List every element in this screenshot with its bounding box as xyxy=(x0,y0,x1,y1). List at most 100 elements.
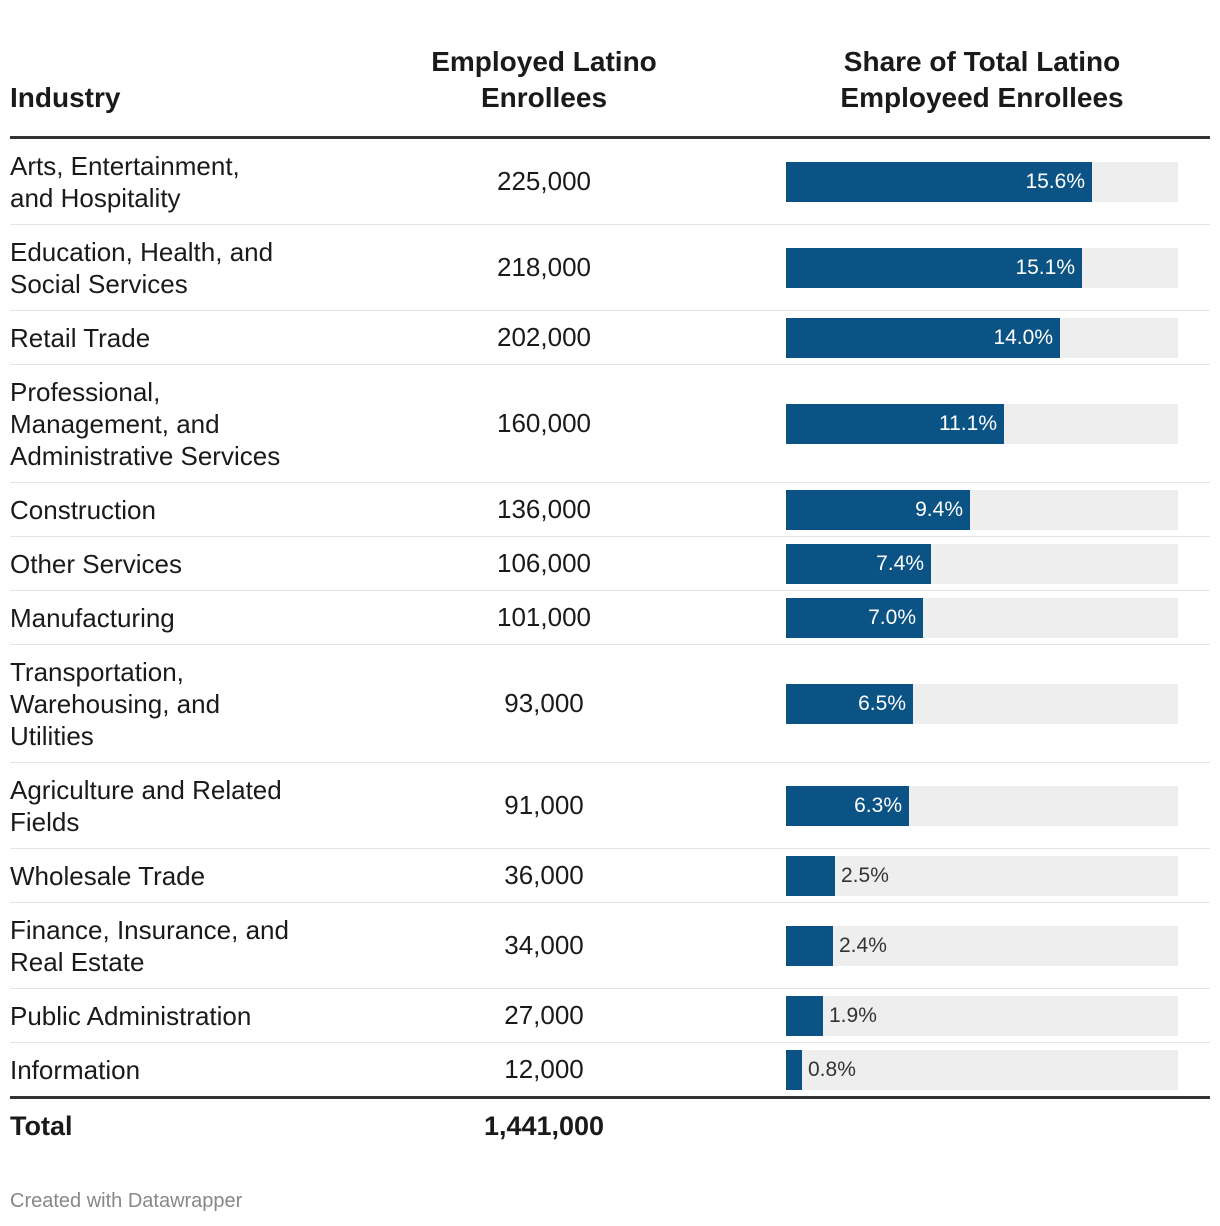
industry-cell: Professional, Management, and Administrati… xyxy=(10,365,340,482)
header-count-line1: Employed Latino xyxy=(431,46,657,77)
header-industry-label: Industry xyxy=(10,82,121,113)
total-label: Total xyxy=(10,1111,73,1141)
table-row: Agriculture and Related Fields 91,000 6.3% xyxy=(10,763,1210,849)
industry-name-line: Arts, Entertainment, xyxy=(10,150,240,181)
enrollee-count: 225,000 xyxy=(497,166,591,196)
enrollee-count: 27,000 xyxy=(504,1000,584,1030)
header-share-line2: Employeed Enrollees xyxy=(840,82,1124,113)
industry-name-line: Wholesale Trade xyxy=(10,860,206,891)
industry-name: Wholesale Trade xyxy=(10,860,205,892)
share-bar xyxy=(786,247,1082,288)
industry-cell: Wholesale Trade xyxy=(10,849,340,902)
industry-name: Professional, Management, and Administrati… xyxy=(10,376,280,472)
industry-name-line: Professional, xyxy=(10,376,161,407)
share-bar xyxy=(786,489,970,530)
industry-name: Public Administration xyxy=(10,1000,251,1032)
industry-name: Finance, Insurance, and Real Estate xyxy=(10,914,289,978)
share-label: 15.1% xyxy=(1015,255,1075,279)
industry-name: Agriculture and Related Fields xyxy=(10,774,282,838)
share-label: 15.6% xyxy=(1025,169,1085,193)
share-label: 2.5% xyxy=(841,863,889,887)
enrollee-count: 160,000 xyxy=(497,408,591,438)
table-row: Education, Health, and Social Services 218… xyxy=(10,225,1210,311)
header-employed-latino-enrollees: Employed Latino Enrollees xyxy=(390,44,698,116)
share-bar-track: 2.4% xyxy=(786,925,1178,966)
share-label: 14.0% xyxy=(993,325,1053,349)
share-bar-track: 14.0% xyxy=(786,317,1178,358)
share-label: 9.4% xyxy=(915,497,963,521)
table-row: Retail Trade 202,000 14.0% xyxy=(10,311,1210,365)
table-header: Industry Employed Latino Enrollees Share… xyxy=(10,40,1210,139)
credit-footer: Created with Datawrapper xyxy=(10,1190,243,1212)
enrollee-count: 91,000 xyxy=(504,790,584,820)
industry-cell: Agriculture and Related Fields xyxy=(10,763,340,848)
total-row: Total 1,441,000 xyxy=(10,1096,1210,1157)
industry-cell: Public Administration xyxy=(10,989,340,1042)
share-bar-track: 6.3% xyxy=(786,785,1178,826)
share-bar xyxy=(786,925,833,966)
enrollee-count: 36,000 xyxy=(504,860,584,890)
share-label: 7.0% xyxy=(868,605,916,629)
table-row: Transportation, Warehousing, and Utilities… xyxy=(10,645,1210,763)
industry-name-line: Finance, Insurance, and xyxy=(10,914,289,945)
industry-name: Information xyxy=(10,1054,140,1086)
industry-name-line: Construction xyxy=(10,494,156,525)
enrollee-count: 93,000 xyxy=(504,688,584,718)
industry-cell: Arts, Entertainment, and Hospitality xyxy=(10,139,340,224)
industry-name: Retail Trade xyxy=(10,322,150,354)
share-bar-track: 15.6% xyxy=(786,161,1178,202)
industry-name-line: Manufacturing xyxy=(10,602,175,633)
share-label: 0.8% xyxy=(808,1057,856,1081)
share-bar-track: 7.4% xyxy=(786,543,1178,584)
industry-name-line: Transportation, xyxy=(10,656,184,687)
industry-name-line: Fields xyxy=(10,806,80,837)
share-bar xyxy=(786,995,823,1036)
industry-name-line: Social Services xyxy=(10,268,188,299)
share-bar-track: 7.0% xyxy=(786,597,1178,638)
share-bar xyxy=(786,543,931,584)
share-bar xyxy=(786,1049,802,1090)
share-label: 2.4% xyxy=(839,933,887,957)
share-bar xyxy=(786,785,909,826)
share-bar-track: 6.5% xyxy=(786,683,1178,724)
industry-name-line: Other Services xyxy=(10,548,182,579)
industry-cell: Construction xyxy=(10,483,340,536)
table-body: Arts, Entertainment, and Hospitality 225,0… xyxy=(10,139,1210,1097)
industry-name: Arts, Entertainment, and Hospitality xyxy=(10,150,240,214)
table-row: Wholesale Trade 36,000 2.5% xyxy=(10,849,1210,903)
share-bar-track: 11.1% xyxy=(786,403,1178,444)
share-bar-track: 0.8% xyxy=(786,1049,1178,1090)
table-row: Manufacturing 101,000 7.0% xyxy=(10,591,1210,645)
table-row: Other Services 106,000 7.4% xyxy=(10,537,1210,591)
industry-name-line: and Hospitality xyxy=(10,182,181,213)
industry-name-line: Agriculture and Related xyxy=(10,774,282,805)
industry-name-line: Information xyxy=(10,1054,141,1085)
industry-cell: Finance, Insurance, and Real Estate xyxy=(10,903,340,988)
header-share-line1: Share of Total Latino xyxy=(843,46,1121,77)
share-bar xyxy=(786,683,913,724)
industry-name: Other Services xyxy=(10,548,182,580)
share-label: 6.3% xyxy=(854,793,902,817)
industry-name-line: Real Estate xyxy=(10,946,145,977)
table-row: Public Administration 27,000 1.9% xyxy=(10,989,1210,1043)
table-row: Information 12,000 0.8% xyxy=(10,1043,1210,1097)
industry-name-line: Retail Trade xyxy=(10,322,151,353)
share-bar xyxy=(786,855,835,896)
industry-name: Transportation, Warehousing, and Utilities xyxy=(10,656,220,752)
industry-cell: Other Services xyxy=(10,537,340,590)
enrollee-count: 106,000 xyxy=(497,548,591,578)
enrollee-count: 12,000 xyxy=(504,1054,584,1084)
total-value: 1,441,000 xyxy=(483,1111,605,1141)
share-label: 1.9% xyxy=(829,1003,877,1027)
share-bar-track: 2.5% xyxy=(786,855,1178,896)
industry-cell: Transportation, Warehousing, and Utilities xyxy=(10,645,340,762)
share-label: 7.4% xyxy=(876,551,924,575)
share-bar-track: 9.4% xyxy=(786,489,1178,530)
enrollee-count: 218,000 xyxy=(497,252,591,282)
industry-cell: Manufacturing xyxy=(10,591,340,644)
header-count-line2: Enrollees xyxy=(480,82,608,113)
industry-name-line: Public Administration xyxy=(10,1000,252,1031)
enrollee-count: 34,000 xyxy=(504,930,584,960)
industry-name: Construction xyxy=(10,494,156,526)
enrollee-count: 101,000 xyxy=(497,602,591,632)
